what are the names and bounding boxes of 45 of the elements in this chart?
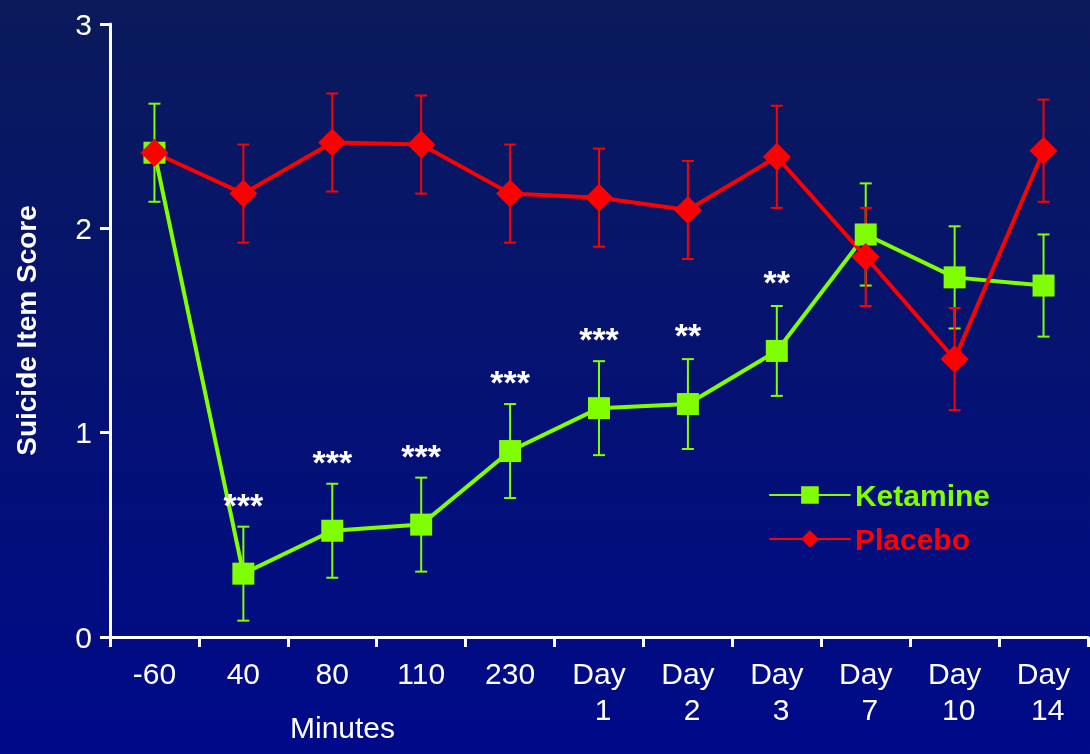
x-axis-title: Minutes bbox=[290, 710, 396, 744]
annotation: ** bbox=[763, 262, 791, 301]
y-tick-label: 2 bbox=[75, 211, 92, 245]
y-axis-title: Suicide Item Score bbox=[10, 205, 42, 456]
point bbox=[854, 223, 877, 246]
legend-label: Placebo bbox=[854, 522, 971, 556]
point bbox=[232, 562, 255, 585]
point bbox=[943, 266, 966, 289]
x-tick-label: Day 1 bbox=[572, 656, 626, 726]
x-tick-label: 40 bbox=[226, 656, 261, 690]
x-tick-label: Day 3 bbox=[750, 656, 804, 726]
x-tick-label: Day 7 bbox=[839, 656, 893, 726]
x-tick-label: 80 bbox=[315, 656, 349, 690]
point bbox=[499, 440, 522, 463]
point bbox=[585, 183, 613, 212]
point bbox=[1032, 274, 1055, 297]
point bbox=[676, 393, 699, 416]
legend-label: Ketamine bbox=[854, 478, 990, 512]
y-tick-label: 1 bbox=[75, 416, 92, 450]
y-tick-label: 3 bbox=[75, 7, 92, 41]
x-tick-label: -60 bbox=[132, 656, 177, 690]
point bbox=[851, 242, 880, 271]
y-tick-label: 0 bbox=[75, 620, 92, 654]
point bbox=[410, 513, 433, 536]
annotation: *** bbox=[579, 320, 620, 359]
point bbox=[318, 128, 347, 157]
x-tick-label: Day 2 bbox=[661, 656, 715, 726]
x-tick-label: 110 bbox=[397, 656, 446, 690]
annotation: *** bbox=[401, 436, 442, 475]
point bbox=[229, 179, 258, 208]
x-tick-label: Day 10 bbox=[927, 656, 982, 726]
point bbox=[321, 519, 344, 542]
point bbox=[940, 345, 969, 374]
x-tick-label: 230 bbox=[485, 656, 536, 690]
point bbox=[407, 130, 436, 159]
point bbox=[1029, 136, 1058, 165]
point bbox=[588, 397, 610, 420]
point bbox=[762, 142, 791, 171]
point bbox=[673, 195, 702, 224]
annotation: ** bbox=[674, 316, 702, 355]
point bbox=[496, 179, 525, 208]
annotation: *** bbox=[490, 363, 531, 402]
point bbox=[765, 339, 788, 362]
annotation: *** bbox=[312, 442, 353, 481]
x-tick-label: Day 14 bbox=[1016, 656, 1071, 726]
